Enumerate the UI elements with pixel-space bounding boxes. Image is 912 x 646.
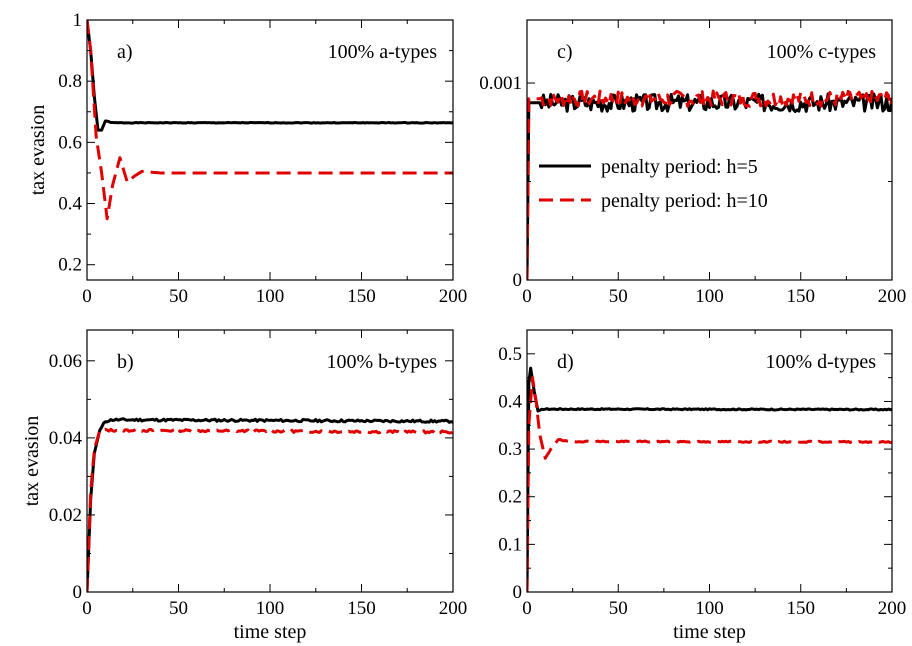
panel-title: 100% b-types [326,351,437,373]
x-tick-label: 0 [82,286,92,307]
panel-label: b) [117,351,134,373]
y-tick-label: 0.2 [58,255,82,276]
series-line-1 [527,366,892,592]
y-tick-label: 0.4 [58,194,82,215]
x-tick-label: 50 [169,598,188,619]
series-line-2 [527,89,892,280]
x-tick-label: 50 [169,286,188,307]
x-tick-label: 100 [256,598,285,619]
x-tick-label: 200 [439,286,468,307]
y-tick-label: 0.2 [498,487,522,508]
y-tick-label: 0.02 [49,505,82,526]
x-tick-label: 0 [522,598,532,619]
panel-title: 100% a-types [328,41,438,63]
series-line-1 [87,417,453,592]
x-tick-label: 200 [439,598,468,619]
panel-label: a) [117,41,133,63]
panel-label: d) [557,351,574,373]
x-axis-title: time step [673,621,746,643]
x-tick-label: 200 [878,286,907,307]
y-tick-label: 0.04 [49,428,83,449]
x-tick-label: 150 [787,286,816,307]
y-tick-label: 0 [73,582,83,603]
y-axis-title: tax evasion [21,416,43,507]
y-tick-label: 0.8 [58,71,82,92]
y-axis-title: tax evasion [27,105,49,196]
panel-3: 0 50 100 150 200 0 0.02 0.04 0.06 tax evasion time… [21,329,468,643]
x-tick-label: 100 [256,286,285,307]
series-line-2 [87,20,453,221]
series-line-2 [87,427,453,592]
panel-title: 100% c-types [767,41,877,63]
panel-label: c) [557,41,573,63]
y-tick-label: 0.06 [49,351,82,372]
y-tick-label: 0.3 [498,439,522,460]
x-tick-label: 50 [609,598,628,619]
y-tick-label: 0.6 [58,132,82,153]
x-tick-label: 100 [695,286,724,307]
x-tick-label: 0 [522,286,532,307]
legend: penalty period: h=5 penalty period: h=10 [539,156,768,212]
legend-label: penalty period: h=10 [601,190,768,212]
legend-label: penalty period: h=5 [601,156,758,178]
x-tick-label: 50 [609,286,628,307]
panel-2: 0 50 100 150 200 0 0.001 c) 100% c-types penalty … [479,19,907,307]
y-tick-label: 0.4 [498,391,522,412]
series-line-1 [527,92,892,280]
y-tick-label: 0.1 [498,534,522,555]
panel-title: 100% d-types [765,351,876,373]
series-line-2 [527,376,892,592]
y-tick-label: 0 [513,270,523,291]
x-tick-label: 200 [878,598,907,619]
panel-4: 0 50 100 150 200 0 0.1 0.2 0.3 0.4 0.5 time step d) 1… [498,329,907,643]
x-axis-title: time step [234,621,307,643]
x-tick-label: 150 [347,598,376,619]
panel-1: 0 50 100 150 200 0.2 0.4 0.6 0.8 1 tax evasion a) 10… [27,10,467,307]
y-tick-label: 1 [73,10,83,31]
x-tick-label: 150 [347,286,376,307]
x-tick-label: 0 [82,598,92,619]
y-tick-label: 0.5 [498,344,522,365]
series-line-1 [87,20,453,132]
y-tick-label: 0 [513,582,523,603]
y-tick-label: 0.001 [479,73,522,94]
x-tick-label: 150 [787,598,816,619]
x-tick-label: 100 [695,598,724,619]
